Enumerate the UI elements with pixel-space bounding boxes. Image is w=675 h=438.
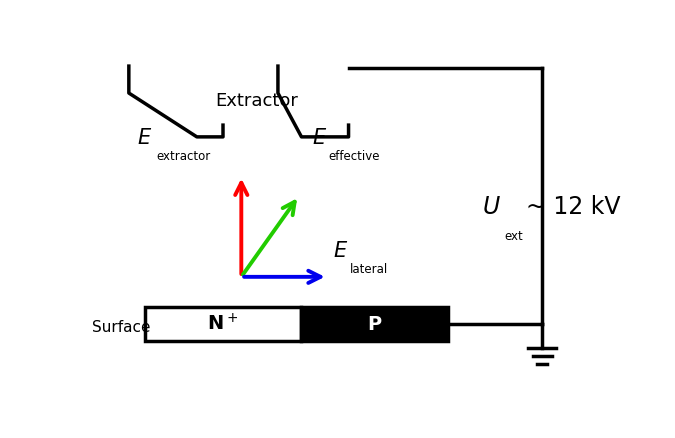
Text: $\mathit{E}$: $\mathit{E}$ [136, 127, 152, 148]
Text: lateral: lateral [350, 264, 388, 276]
Bar [144, 307, 302, 341]
Text: Extractor: Extractor [215, 92, 298, 110]
Text: ext: ext [504, 230, 522, 243]
Text: $\mathit{E}$: $\mathit{E}$ [312, 127, 327, 148]
Bar [302, 307, 448, 341]
Text: effective: effective [329, 151, 380, 163]
Text: Surface: Surface [92, 320, 151, 335]
Text: N$^+$: N$^+$ [207, 314, 238, 335]
Text: $\mathit{U}$: $\mathit{U}$ [482, 195, 501, 219]
Text: extractor: extractor [157, 151, 211, 163]
Text: $\mathit{E}$: $\mathit{E}$ [333, 240, 348, 261]
Text: P: P [368, 314, 382, 334]
Text: ~ 12 kV: ~ 12 kV [526, 195, 621, 219]
